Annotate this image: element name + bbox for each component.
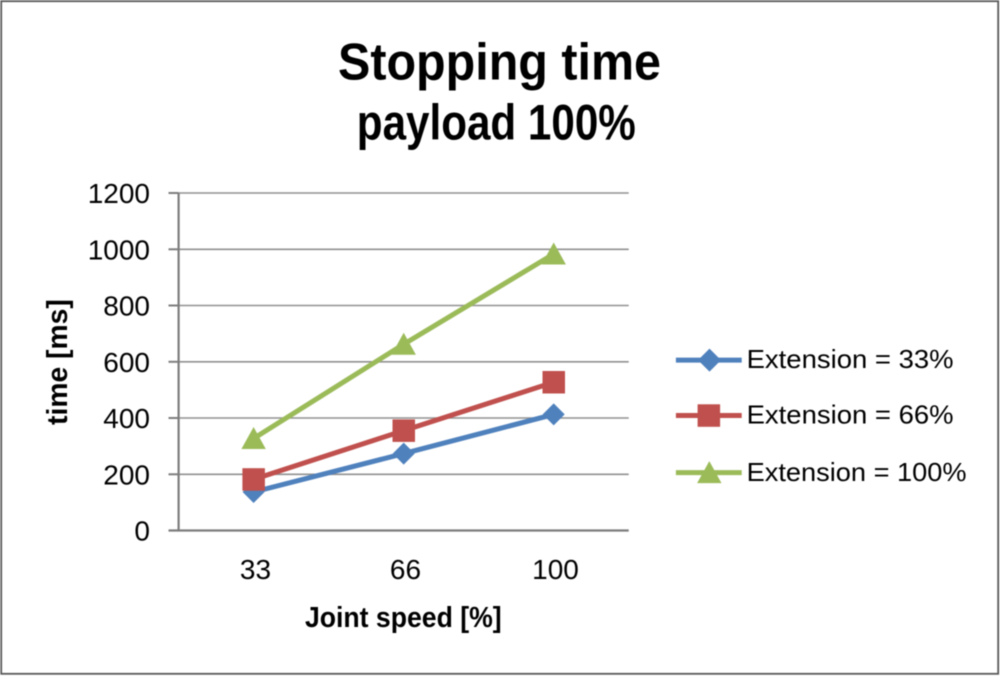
svg-text:1200: 1200 [88, 178, 150, 209]
svg-text:600: 600 [103, 347, 150, 378]
svg-text:time [ms]: time [ms] [42, 299, 74, 425]
svg-text:0: 0 [134, 516, 150, 547]
svg-text:Extension = 33%: Extension = 33% [747, 344, 954, 374]
svg-text:Extension = 100%: Extension = 100% [747, 457, 967, 487]
svg-text:Joint speed [%]: Joint speed [%] [305, 602, 502, 634]
svg-text:1000: 1000 [88, 235, 150, 266]
svg-text:200: 200 [103, 460, 150, 491]
svg-text:Extension = 66%: Extension = 66% [747, 400, 954, 430]
svg-text:100: 100 [532, 554, 579, 585]
svg-text:33: 33 [240, 554, 271, 585]
svg-text:400: 400 [103, 403, 150, 434]
svg-text:Stopping time: Stopping time [338, 34, 661, 92]
svg-text:800: 800 [103, 291, 150, 322]
svg-text:payload 100%: payload 100% [357, 95, 636, 151]
svg-text:66: 66 [390, 554, 421, 585]
